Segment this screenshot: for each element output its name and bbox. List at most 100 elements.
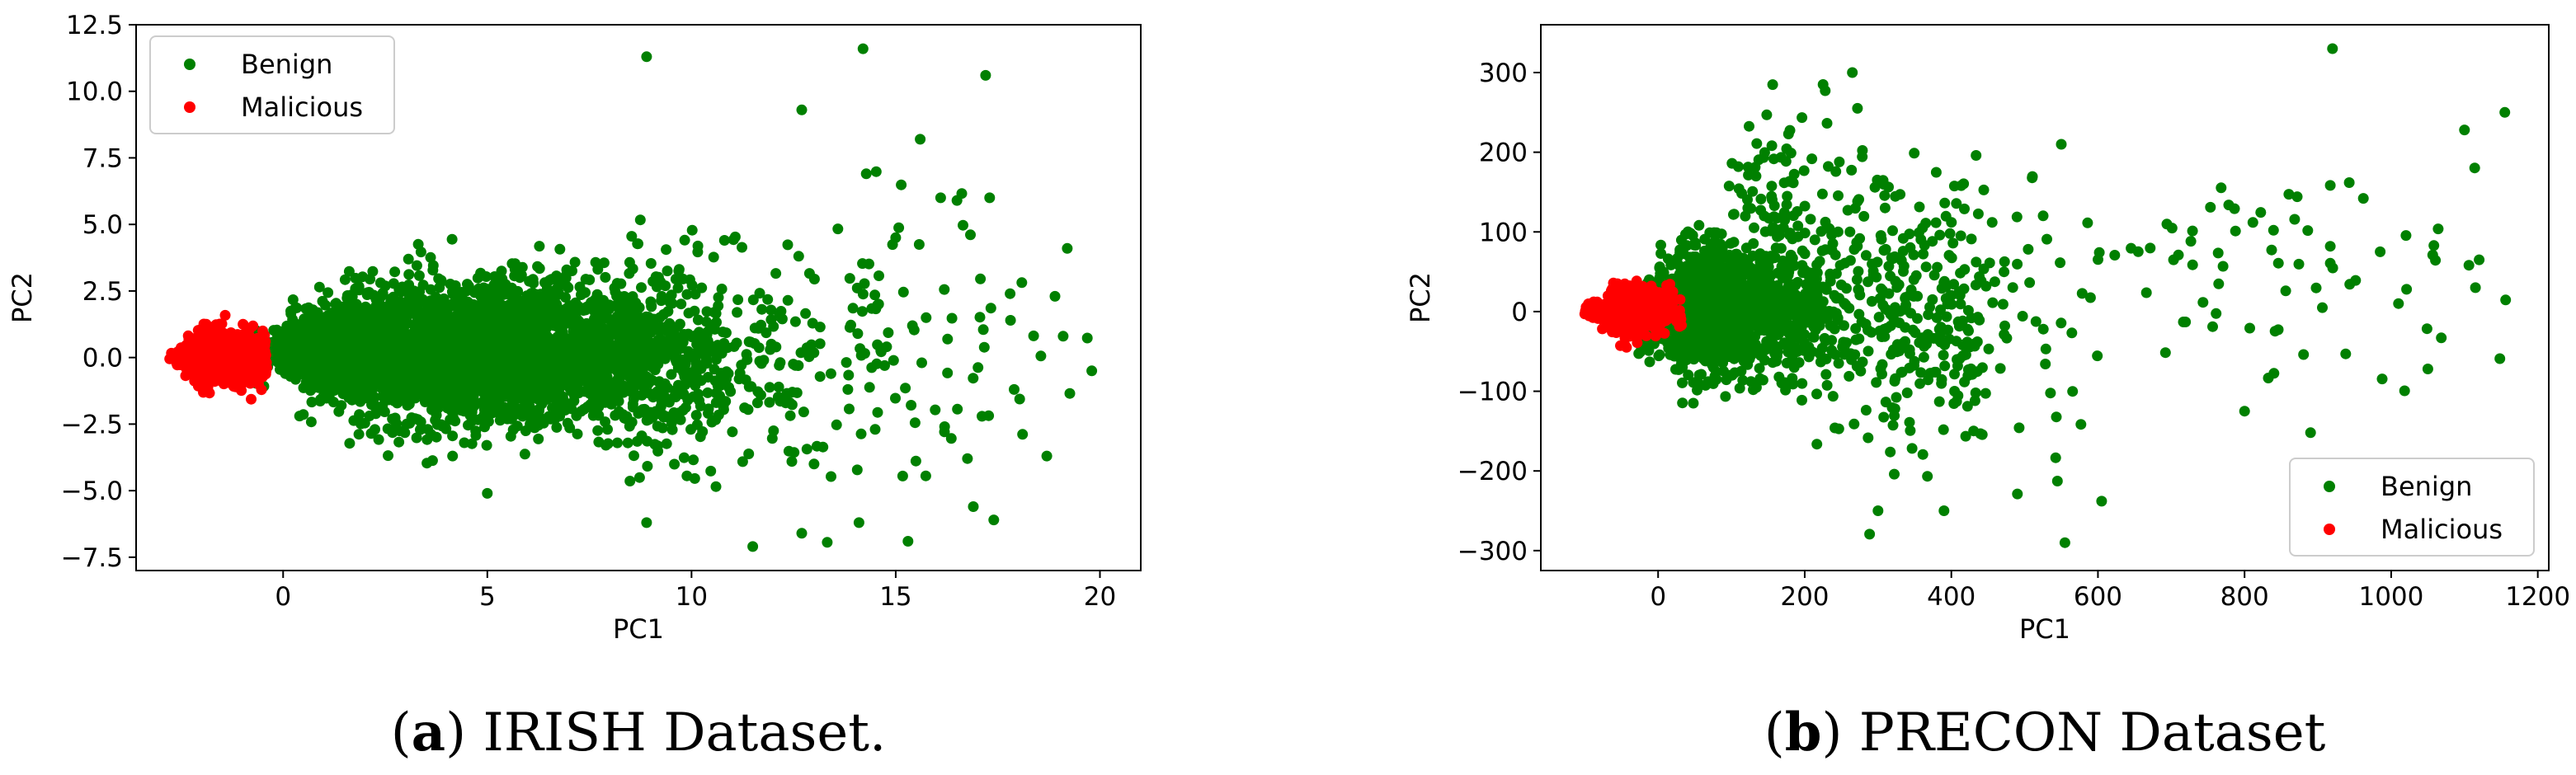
data-point [447, 411, 459, 423]
data-point [633, 238, 643, 250]
data-point [843, 369, 855, 381]
data-point [426, 429, 437, 440]
data-point [694, 326, 705, 338]
data-point [519, 449, 530, 460]
data-point [747, 541, 759, 552]
data-point [482, 487, 493, 499]
data-point [401, 418, 412, 430]
data-point [445, 351, 456, 363]
data-point [278, 347, 290, 359]
data-point [1086, 365, 1098, 377]
data-point [559, 369, 571, 380]
data-point [710, 354, 722, 365]
data-point [521, 322, 533, 333]
data-point [702, 387, 713, 398]
series-benign [223, 43, 1098, 552]
data-point [728, 341, 740, 352]
data-point [292, 343, 304, 355]
data-point [550, 291, 562, 302]
data-point [656, 397, 667, 408]
data-point [853, 517, 864, 528]
data-point [447, 450, 459, 462]
data-point [686, 373, 698, 385]
data-point [1062, 242, 1073, 254]
data-point [520, 307, 531, 318]
data-point [603, 303, 615, 315]
data-point [633, 472, 645, 483]
data-point [796, 528, 808, 539]
data-point [435, 397, 446, 409]
data-point [751, 397, 763, 409]
data-point [633, 302, 644, 312]
data-point [974, 312, 986, 323]
data-point [988, 514, 1000, 526]
data-point [1005, 288, 1016, 299]
data-point [851, 464, 863, 476]
data-point [896, 179, 907, 190]
data-point [872, 299, 883, 311]
data-point [1028, 330, 1039, 341]
data-point [624, 268, 635, 279]
data-point [364, 411, 375, 421]
data-point [762, 294, 774, 305]
data-point [1016, 277, 1028, 289]
data-point [758, 355, 770, 366]
data-point [356, 418, 366, 430]
data-point [361, 289, 373, 300]
data-point [708, 251, 719, 263]
data-point [593, 410, 605, 421]
data-point [702, 372, 713, 383]
data-point [547, 402, 558, 414]
data-point [764, 397, 775, 408]
data-point [841, 357, 852, 369]
data-point [398, 383, 410, 395]
data-point [424, 358, 436, 369]
data-point [425, 300, 436, 312]
data-point [652, 335, 664, 346]
data-point [611, 278, 623, 289]
data-point [647, 374, 658, 386]
data-point [554, 243, 566, 255]
data-point [495, 359, 506, 371]
data-point [551, 270, 563, 282]
data-point [745, 336, 756, 348]
data-point [864, 382, 875, 393]
data-point [448, 393, 459, 405]
data-point [860, 168, 872, 180]
data-point [411, 432, 422, 444]
data-point [856, 306, 868, 317]
data-point [432, 384, 443, 396]
data-point [921, 312, 932, 323]
data-point [482, 284, 493, 295]
data-point [306, 397, 318, 408]
data-point [466, 416, 478, 427]
data-point [692, 240, 704, 251]
data-point [844, 403, 855, 415]
axes-frame [135, 24, 1142, 571]
plot-a: 0 5 10 15 20−7.5−5.0−2.50.02.55.07.510.012.5… [7, 11, 1142, 763]
data-point [807, 317, 818, 329]
data-point [572, 428, 583, 439]
data-point [611, 375, 623, 387]
data-point [353, 429, 365, 440]
data-point [413, 270, 425, 281]
data-point [533, 433, 544, 444]
data-point [857, 258, 869, 270]
data-point [942, 367, 954, 378]
data-point [305, 379, 316, 391]
data-point [632, 435, 643, 447]
data-point [446, 233, 458, 245]
data-point [510, 345, 521, 356]
data-point [470, 425, 482, 437]
data-point [356, 362, 367, 373]
data-point [511, 420, 523, 432]
data-point [524, 295, 535, 307]
data-point [916, 357, 927, 369]
data-point [1064, 388, 1076, 399]
data-point [327, 338, 338, 350]
data-point [567, 325, 579, 336]
data-point [737, 456, 748, 467]
data-point [897, 286, 909, 298]
data-point [332, 326, 343, 337]
data-point [403, 253, 414, 265]
